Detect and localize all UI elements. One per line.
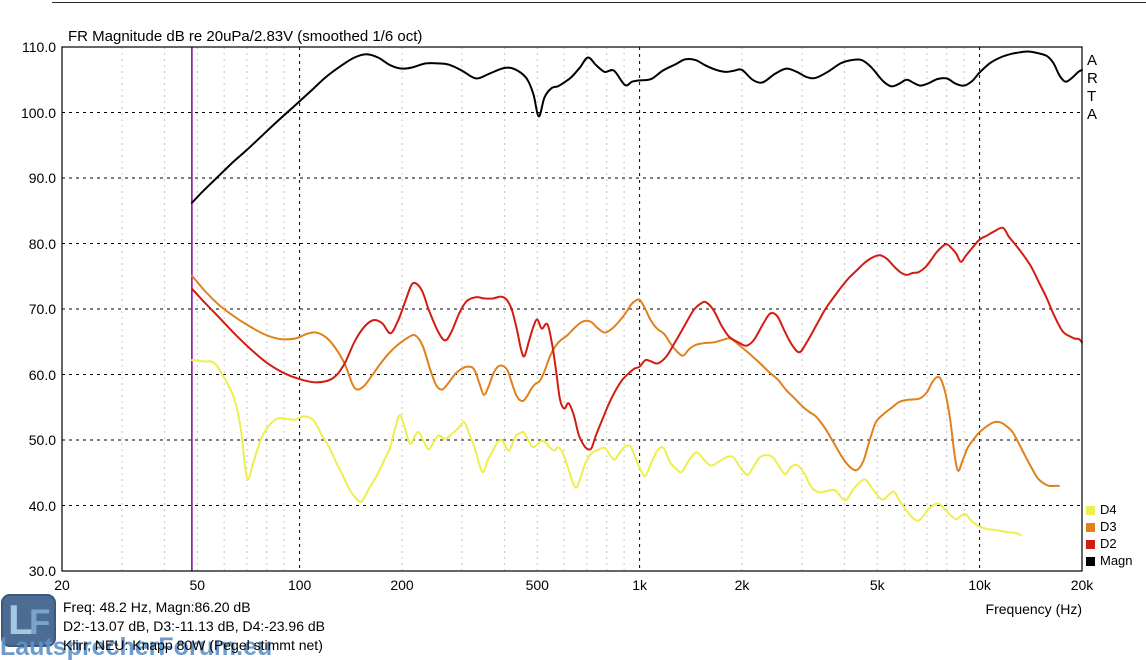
x-tick-label: 10k — [968, 577, 991, 593]
legend-item-d4: D4 — [1086, 501, 1133, 518]
lautsprecherforum-logo: L F — [1, 594, 56, 647]
x-axis-title: Frequency (Hz) — [985, 601, 1082, 617]
y-tick-label: 50.0 — [28, 432, 56, 448]
arta-letter: A — [1087, 106, 1099, 123]
y-tick-label: 30.0 — [28, 563, 56, 579]
y-tick-label: 40.0 — [28, 497, 56, 514]
x-tick-label: 500 — [525, 577, 549, 593]
legend: D4 D3 D2 Magn — [1086, 501, 1133, 569]
arta-letter: T — [1087, 88, 1098, 105]
series-d3 — [190, 274, 1060, 488]
legend-item-d3: D3 — [1086, 518, 1133, 535]
watermark-text: LautsprecherForum.eu — [0, 633, 273, 660]
series-magn — [190, 50, 1083, 204]
y-tick-label: 70.0 — [28, 301, 56, 317]
x-tick-label: 50 — [189, 577, 206, 593]
series-curves — [190, 50, 1083, 536]
status-distortion-readout: D2:-13.07 dB, D3:-11.13 dB, D4:-23.96 dB — [63, 618, 326, 634]
plot-frame — [61, 46, 1083, 572]
series-d2 — [190, 226, 1083, 451]
series-d4 — [190, 359, 1022, 536]
window-edge-line — [52, 2, 1146, 3]
status-note: Klirr, NEU: Knapp 80W (Pegel stimmt net) — [63, 637, 323, 653]
x-tick-label: 200 — [390, 577, 414, 593]
legend-label: D3 — [1100, 519, 1117, 534]
y-tick-label: 60.0 — [28, 366, 56, 383]
x-tick-label: 100 — [287, 577, 312, 593]
status-cursor-readout: Freq: 48.2 Hz, Magn:86.20 dB — [63, 599, 251, 615]
y-tick-label: 80.0 — [28, 235, 56, 252]
legend-swatch — [1086, 523, 1095, 532]
logo-letter-f: F — [29, 603, 51, 642]
x-tick-label: 20k — [1070, 577, 1094, 593]
x-tick-label: 5k — [869, 577, 885, 593]
y-tick-label: 110.0 — [22, 39, 56, 55]
gridlines — [62, 47, 1082, 571]
legend-swatch — [1086, 506, 1095, 515]
legend-label: D2 — [1100, 536, 1117, 551]
legend-label: D4 — [1100, 502, 1117, 517]
y-tick-label: 90.0 — [28, 170, 56, 186]
legend-swatch — [1086, 557, 1095, 566]
x-tick-label: 1k — [632, 577, 648, 593]
arta-letter: R — [1087, 70, 1099, 87]
arta-letter: A — [1087, 52, 1099, 69]
y-tick-label: 100.0 — [20, 104, 56, 121]
x-tick-label: 20 — [54, 577, 70, 593]
legend-item-d2: D2 — [1086, 535, 1133, 552]
x-tick-label: 2k — [734, 577, 750, 593]
legend-label: Magn — [1100, 553, 1133, 568]
chart-title: FR Magnitude dB re 20uPa/2.83V (smoothed… — [68, 28, 423, 45]
logo-letter-l: L — [8, 596, 34, 643]
legend-swatch — [1086, 540, 1095, 549]
legend-item-magn: Magn — [1086, 552, 1133, 569]
